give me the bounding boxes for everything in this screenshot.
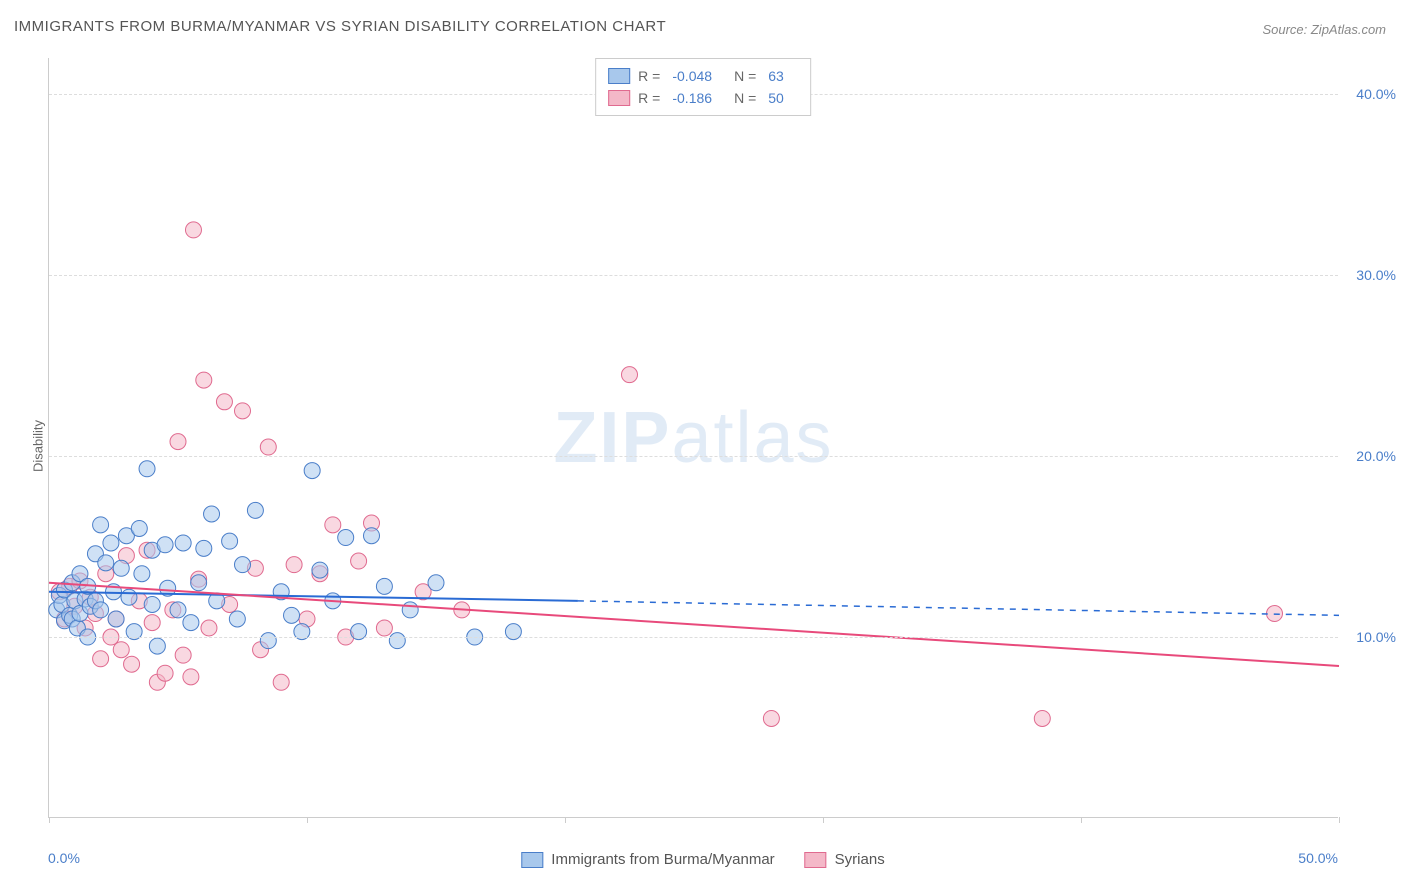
data-point — [98, 555, 114, 571]
data-point — [235, 403, 251, 419]
data-point — [131, 520, 147, 536]
data-point — [183, 669, 199, 685]
y-axis-label: Disability — [31, 420, 46, 472]
legend-bottom-label-1: Syrians — [835, 851, 885, 868]
legend-bottom-swatch-0 — [521, 852, 543, 868]
data-point — [402, 602, 418, 618]
r-label-0: R = — [638, 68, 660, 84]
data-point — [260, 633, 276, 649]
data-point — [170, 602, 186, 618]
legend-item-0: Immigrants from Burma/Myanmar — [521, 851, 774, 868]
data-point — [351, 553, 367, 569]
legend-swatch-0 — [608, 68, 630, 84]
data-point — [113, 642, 129, 658]
data-point — [364, 528, 380, 544]
x-tick-label-left: 0.0% — [48, 850, 80, 866]
data-point — [144, 615, 160, 631]
x-tick-mark — [1339, 817, 1340, 823]
data-point — [284, 607, 300, 623]
data-point — [325, 517, 341, 533]
legend-swatch-1 — [608, 90, 630, 106]
n-value-0: 63 — [768, 68, 784, 84]
legend-series: Immigrants from Burma/Myanmar Syrians — [521, 851, 884, 868]
x-tick-label-right: 50.0% — [1298, 850, 1338, 866]
y-tick-label: 30.0% — [1356, 267, 1396, 283]
data-point — [204, 506, 220, 522]
gridline — [49, 456, 1338, 457]
r-label-1: R = — [638, 90, 660, 106]
x-tick-mark — [1081, 817, 1082, 823]
data-point — [124, 656, 140, 672]
data-point — [260, 439, 276, 455]
r-value-1: -0.186 — [672, 90, 712, 106]
data-point — [175, 647, 191, 663]
data-point — [338, 530, 354, 546]
data-point — [622, 367, 638, 383]
data-point — [93, 602, 109, 618]
data-point — [1034, 710, 1050, 726]
data-point — [191, 575, 207, 591]
data-point — [222, 533, 238, 549]
x-tick-mark — [823, 817, 824, 823]
data-point — [304, 463, 320, 479]
legend-stats-row-1: R = -0.186 N = 50 — [608, 87, 798, 109]
n-label-0: N = — [734, 68, 756, 84]
data-point — [229, 611, 245, 627]
data-point — [389, 633, 405, 649]
y-tick-label: 10.0% — [1356, 629, 1396, 645]
y-tick-label: 40.0% — [1356, 86, 1396, 102]
trend-line-dashed — [578, 601, 1339, 615]
data-point — [196, 372, 212, 388]
data-point — [286, 557, 302, 573]
data-point — [247, 502, 263, 518]
data-point — [273, 674, 289, 690]
legend-stats: R = -0.048 N = 63 R = -0.186 N = 50 — [595, 58, 811, 116]
data-point — [149, 638, 165, 654]
data-point — [196, 540, 212, 556]
plot-svg — [49, 58, 1338, 817]
gridline — [49, 275, 1338, 276]
data-point — [157, 537, 173, 553]
data-point — [93, 651, 109, 667]
data-point — [93, 517, 109, 533]
data-point — [376, 620, 392, 636]
data-point — [103, 535, 119, 551]
gridline — [49, 637, 1338, 638]
x-tick-mark — [49, 817, 50, 823]
data-point — [134, 566, 150, 582]
data-point — [139, 461, 155, 477]
plot-area: ZIPatlas 10.0%20.0%30.0%40.0% — [48, 58, 1338, 818]
data-point — [121, 589, 137, 605]
data-point — [183, 615, 199, 631]
data-point — [428, 575, 444, 591]
data-point — [376, 578, 392, 594]
data-point — [157, 665, 173, 681]
r-value-0: -0.048 — [672, 68, 712, 84]
x-tick-mark — [307, 817, 308, 823]
data-point — [235, 557, 251, 573]
legend-item-1: Syrians — [805, 851, 885, 868]
chart-title: IMMIGRANTS FROM BURMA/MYANMAR VS SYRIAN … — [14, 18, 666, 35]
x-tick-mark — [565, 817, 566, 823]
legend-bottom-label-0: Immigrants from Burma/Myanmar — [551, 851, 774, 868]
legend-bottom-swatch-1 — [805, 852, 827, 868]
legend-stats-row-0: R = -0.048 N = 63 — [608, 65, 798, 87]
y-tick-label: 20.0% — [1356, 448, 1396, 464]
data-point — [185, 222, 201, 238]
data-point — [108, 611, 124, 627]
n-value-1: 50 — [768, 90, 784, 106]
data-point — [170, 434, 186, 450]
data-point — [113, 560, 129, 576]
data-point — [312, 562, 328, 578]
data-point — [216, 394, 232, 410]
source-label: Source: ZipAtlas.com — [1262, 22, 1386, 37]
data-point — [144, 596, 160, 612]
data-point — [201, 620, 217, 636]
data-point — [763, 710, 779, 726]
data-point — [175, 535, 191, 551]
n-label-1: N = — [734, 90, 756, 106]
